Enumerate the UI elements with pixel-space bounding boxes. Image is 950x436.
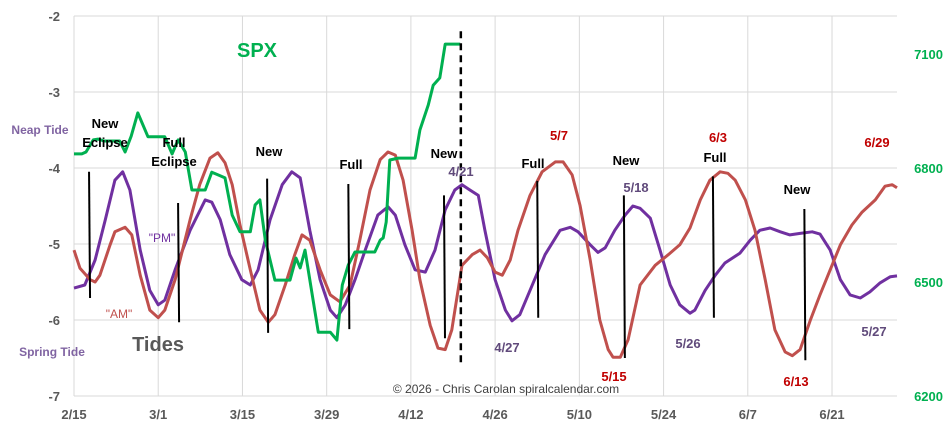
phase-label: Eclipse <box>82 135 128 150</box>
date-label: 5/7 <box>550 128 568 143</box>
y-tick-label: -4 <box>48 161 60 176</box>
date-label: 5/26 <box>675 336 700 351</box>
right-axis-ticks: 7100 6800 6500 6200 <box>914 47 943 404</box>
date-label: 4/21 <box>448 164 473 179</box>
annotations: SPX Neap Tide Spring Tide Tides "PM" "AM… <box>11 40 889 396</box>
phase-label: New <box>256 144 284 159</box>
moon-phase-marker <box>442 195 446 339</box>
date-label: 5/18 <box>623 180 648 195</box>
phase-label: Full <box>703 150 726 165</box>
neap-tide-label: Neap Tide <box>11 123 68 137</box>
x-axis-ticks: 2/15 3/1 3/15 3/29 4/12 4/26 5/10 5/24 6/7 6/21 <box>61 407 844 422</box>
x-tick-label: 4/26 <box>482 407 507 422</box>
x-tick-label: 5/24 <box>651 407 677 422</box>
am-series-label: "AM" <box>106 307 133 321</box>
x-tick-label: 4/12 <box>398 407 423 422</box>
moon-phase-marker <box>347 183 351 330</box>
gridlines <box>73 15 897 397</box>
moon-phase-marker <box>622 195 626 359</box>
pm-series-label: "PM" <box>149 231 176 245</box>
date-label: 4/27 <box>494 340 519 355</box>
tides-label: Tides <box>132 334 184 356</box>
phase-label: New <box>431 146 459 161</box>
phase-label: Full <box>162 135 185 150</box>
y-tick-label: -5 <box>48 237 60 252</box>
y-tick-label: -3 <box>48 85 60 100</box>
phase-label: Full <box>339 157 362 172</box>
phase-markers <box>88 31 807 365</box>
spx-line <box>74 42 461 342</box>
moon-phase-marker <box>88 171 92 298</box>
x-tick-label: 6/7 <box>739 407 757 422</box>
date-label: 5/27 <box>861 324 886 339</box>
pm-tide-line <box>73 170 898 323</box>
phase-label: New <box>92 116 120 131</box>
spx-label: SPX <box>237 40 278 62</box>
x-tick-label: 3/15 <box>230 407 255 422</box>
date-label: 6/13 <box>783 374 808 389</box>
y2-tick-label: 7100 <box>914 47 943 62</box>
phase-label: New <box>784 182 812 197</box>
left-axis-ticks: -2 -3 -4 -5 -6 -7 <box>48 9 60 404</box>
am-tide-line <box>72 150 898 359</box>
spring-tide-label: Spring Tide <box>19 345 85 359</box>
x-tick-label: 6/21 <box>819 407 844 422</box>
y-tick-label: -6 <box>48 313 60 328</box>
y-tick-label: -2 <box>48 9 60 24</box>
moon-phase-marker <box>711 176 715 318</box>
y2-tick-label: 6500 <box>914 275 943 290</box>
x-tick-label: 5/10 <box>567 407 592 422</box>
phase-label: Full <box>521 156 544 171</box>
x-tick-label: 2/15 <box>61 407 86 422</box>
moon-phase-marker <box>177 202 181 323</box>
date-label: 5/15 <box>601 369 626 384</box>
x-tick-label: 3/29 <box>314 407 339 422</box>
x-tick-label: 3/1 <box>149 407 167 422</box>
y2-tick-label: 6800 <box>914 161 943 176</box>
series-lines <box>72 42 898 359</box>
moon-phase-marker <box>536 180 540 318</box>
date-label: 6/3 <box>709 130 727 145</box>
phase-label: Eclipse <box>151 154 197 169</box>
moon-phase-marker <box>803 209 807 361</box>
moon-phase-marker <box>266 178 270 333</box>
copyright-text: © 2026 - Chris Carolan spiralcalendar.co… <box>393 382 619 396</box>
date-label: 6/29 <box>864 135 889 150</box>
y2-tick-label: 6200 <box>914 389 943 404</box>
y-tick-label: -7 <box>48 389 60 404</box>
phase-label: New <box>613 153 641 168</box>
